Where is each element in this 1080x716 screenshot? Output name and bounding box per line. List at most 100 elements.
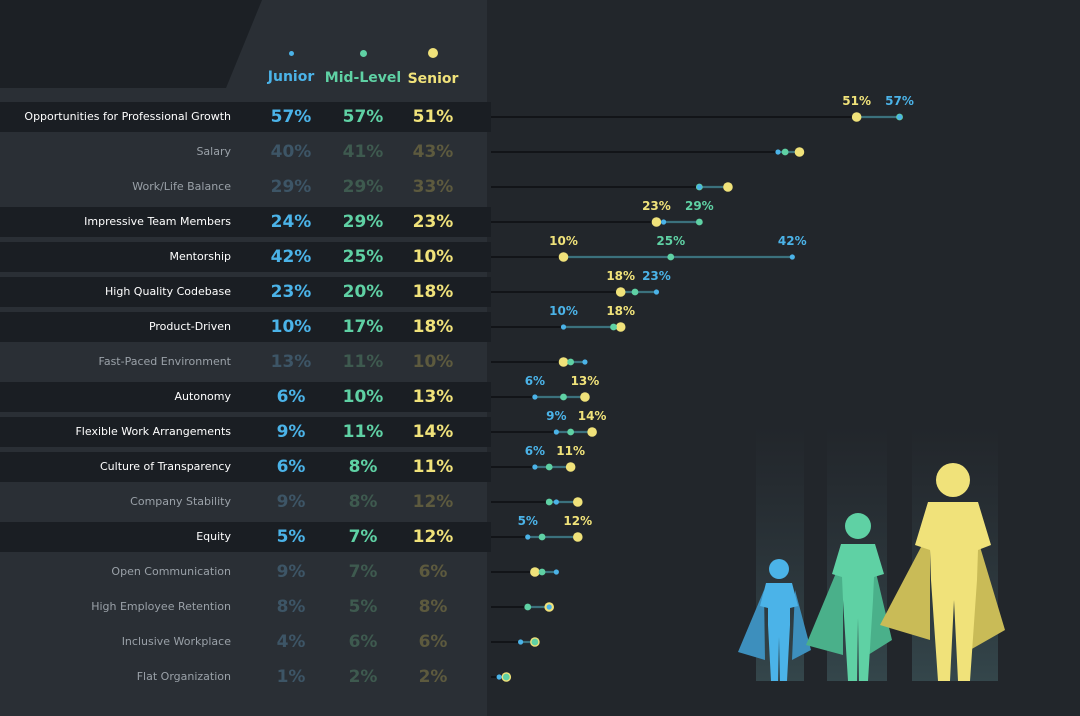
pct-senior: 33% [412, 177, 454, 197]
pct-mid: 11% [342, 422, 384, 442]
legend-item-senior: Senior [388, 48, 478, 87]
table-row: Mentorship 42% 25% 10% [0, 242, 491, 272]
table-row: Culture of Transparency 6% 8% 11% [0, 452, 491, 482]
pct-mid: 10% [342, 387, 384, 407]
dot-senior [558, 357, 569, 367]
category-label: Mentorship [169, 250, 231, 263]
dot-senior [651, 217, 662, 227]
pct-mid: 5% [348, 597, 378, 617]
table-row: Flexible Work Arrangements 9% 11% 14% [0, 417, 491, 447]
value-label: 42% [778, 234, 807, 248]
table-row: Product-Driven 10% 17% 18% [0, 312, 491, 342]
table-row: Flat Organization 1% 2% 2% [0, 662, 491, 692]
pct-mid: 20% [342, 282, 384, 302]
pct-senior: 6% [418, 562, 448, 582]
category-label: Salary [196, 145, 231, 158]
category-label: Impressive Team Members [84, 215, 231, 228]
dot-junior [532, 394, 538, 400]
category-label: Product-Driven [148, 320, 231, 333]
dot-mid [781, 148, 789, 156]
pct-junior: 13% [270, 352, 312, 372]
pct-mid: 2% [348, 667, 378, 687]
pct-junior: 6% [276, 457, 306, 477]
dot-senior [580, 392, 590, 402]
pct-junior: 24% [270, 212, 312, 232]
value-label: 18% [606, 269, 635, 283]
pct-junior: 40% [270, 142, 312, 162]
dot-senior [615, 287, 626, 297]
value-label: 14% [578, 409, 607, 423]
pct-senior: 2% [418, 667, 448, 687]
dot-senior [851, 112, 862, 122]
dot-senior [723, 182, 733, 192]
pct-junior: 57% [270, 107, 312, 127]
dot-mid [545, 463, 553, 471]
pct-junior: 8% [276, 597, 306, 617]
dot-junior [525, 534, 531, 540]
category-label: Work/Life Balance [132, 180, 231, 193]
pct-mid: 7% [348, 527, 378, 547]
value-label: 10% [549, 304, 578, 318]
pct-mid: 7% [348, 562, 378, 582]
pct-senior: 18% [412, 317, 454, 337]
pct-mid: 11% [342, 352, 384, 372]
dot-senior [573, 532, 583, 542]
pct-mid: 8% [348, 492, 378, 512]
dot-junior [560, 324, 567, 330]
value-label: 5% [518, 514, 538, 528]
pct-senior: 12% [412, 492, 454, 512]
table-row: Opportunities for Professional Growth 57%… [0, 102, 491, 132]
dot-mid [531, 638, 539, 646]
legend-label-mid: Mid-Level [324, 69, 402, 86]
pct-mid: 25% [342, 247, 384, 267]
pct-senior: 14% [412, 422, 454, 442]
pct-senior: 13% [412, 387, 454, 407]
pct-mid: 57% [342, 107, 384, 127]
pct-junior: 29% [270, 177, 312, 197]
category-label: High Quality Codebase [105, 285, 231, 298]
value-label: 57% [885, 94, 914, 108]
junior-hero-icon [738, 559, 811, 681]
dot-junior [775, 149, 781, 155]
pct-mid: 17% [342, 317, 384, 337]
table-row: Impressive Team Members 24% 29% 23% [0, 207, 491, 237]
value-label: 6% [525, 444, 545, 458]
dot-mid [538, 533, 546, 541]
value-label: 18% [606, 304, 635, 318]
pct-senior: 51% [412, 107, 454, 127]
pct-junior: 5% [276, 527, 306, 547]
table-row: High Quality Codebase 23% 20% 18% [0, 277, 491, 307]
pct-junior: 10% [270, 317, 312, 337]
category-label: Inclusive Workplace [121, 635, 231, 648]
legend-label-senior: Senior [407, 71, 459, 87]
value-label: 51% [842, 94, 871, 108]
dot-senior [530, 567, 540, 577]
dot-mid [560, 393, 567, 401]
value-label: 25% [656, 234, 685, 248]
legend-item-junior: Junior [246, 50, 336, 85]
pct-senior: 18% [412, 282, 454, 302]
dot-mid [567, 358, 575, 366]
dot-senior [794, 147, 805, 157]
pct-senior: 6% [418, 632, 448, 652]
dot-senior [558, 252, 569, 262]
pct-senior: 10% [412, 247, 454, 267]
category-label: Fast-Paced Environment [98, 355, 231, 368]
pct-mid: 8% [348, 457, 378, 477]
dot-senior [565, 462, 576, 472]
pct-senior: 12% [412, 527, 454, 547]
value-label: 6% [525, 374, 545, 388]
category-label: High Employee Retention [91, 600, 231, 613]
dot-mid [567, 428, 575, 436]
category-label: Open Communication [111, 565, 231, 578]
value-label: 23% [642, 199, 671, 213]
dot-junior [532, 464, 538, 470]
table-row: Salary 40% 41% 43% [0, 137, 491, 167]
corner-decoration [0, 0, 262, 88]
table-row: Work/Life Balance 29% 29% 33% [0, 172, 491, 202]
value-label: 23% [642, 269, 671, 283]
dot-senior [587, 427, 597, 437]
category-label: Opportunities for Professional Growth [24, 110, 231, 123]
